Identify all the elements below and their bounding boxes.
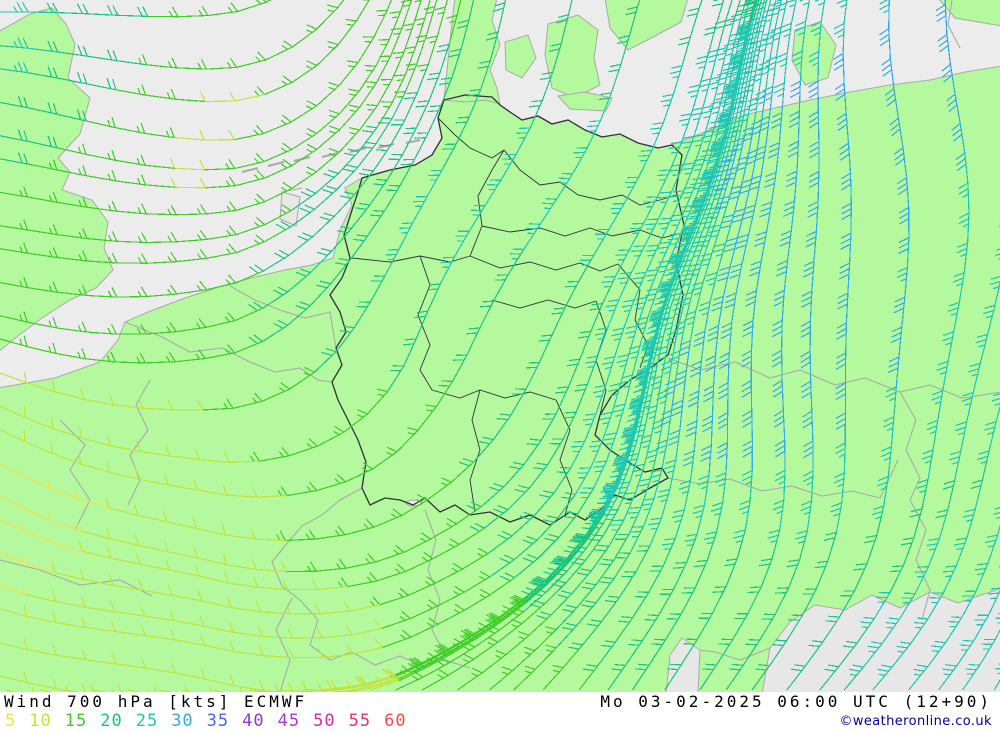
island bbox=[504, 34, 537, 79]
island bbox=[604, 0, 688, 51]
legend-value: 25 bbox=[135, 711, 159, 731]
legend-value: 40 bbox=[242, 711, 265, 731]
speed-legend: 5 10 15 20 25 30 35 40 45 50 55 60 bbox=[5, 711, 420, 731]
map-timestamp: Mo 03-02-2025 06:00 UTC (12+90) bbox=[600, 692, 992, 711]
legend-value: 5 bbox=[5, 711, 17, 731]
island bbox=[556, 91, 613, 112]
country-borders bbox=[0, 0, 1000, 692]
england-land bbox=[0, 7, 114, 352]
legend-value: 45 bbox=[277, 711, 301, 731]
legend-value: 15 bbox=[64, 711, 88, 731]
legend-value: 50 bbox=[313, 711, 336, 731]
island bbox=[939, 0, 1000, 27]
legend-value: 35 bbox=[206, 711, 230, 731]
legend-value: 60 bbox=[384, 711, 407, 731]
copyright-link[interactable]: ©weatheronline.co.uk bbox=[839, 714, 992, 729]
alps-mask bbox=[665, 588, 1000, 692]
map-title: Wind 700 hPa [kts] ECMWF bbox=[4, 692, 308, 711]
legend-value: 55 bbox=[348, 711, 372, 731]
wind-barbs-layer bbox=[0, 0, 1000, 692]
legend-value: 10 bbox=[29, 711, 52, 731]
legend-value: 30 bbox=[171, 711, 194, 731]
continent-land bbox=[0, 0, 1000, 692]
island bbox=[544, 14, 601, 99]
legend-value: 20 bbox=[100, 711, 123, 731]
land-layer bbox=[0, 0, 1000, 692]
wind-map bbox=[0, 0, 1000, 692]
